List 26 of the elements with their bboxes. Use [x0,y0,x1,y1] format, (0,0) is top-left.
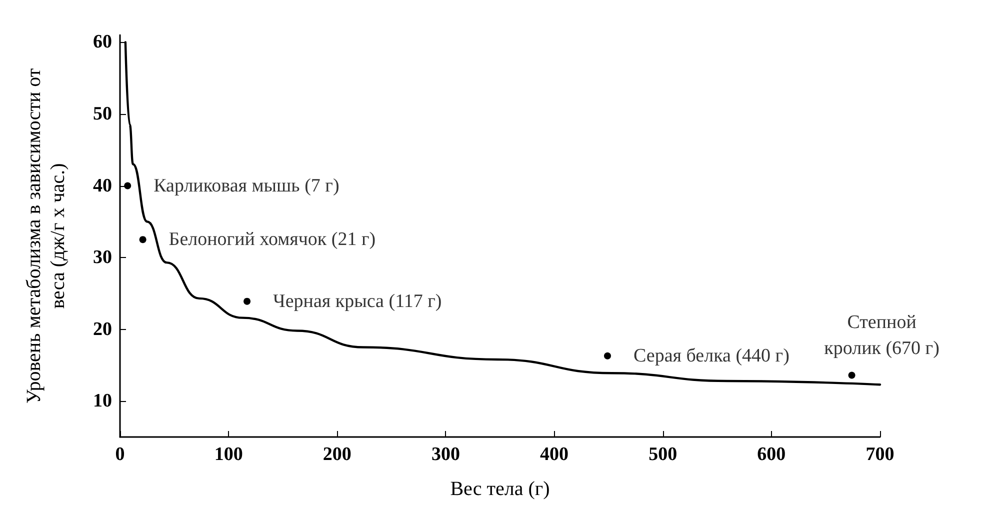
x-axis-title: Вес тела (г) [450,478,550,500]
point [124,182,132,190]
y-tick-label: 60 [93,32,112,53]
point [244,298,251,305]
x-tick-label: 300 [431,444,460,465]
annotation: Черная крыса (117 г) [273,290,442,312]
y-tick-label: 30 [93,247,112,268]
x-tick-label: 700 [866,444,894,465]
annotation: Белоногий хомячок (21 г) [168,229,376,250]
annotation: Серая белка (440 г) [633,345,790,366]
x-tick-label: 0 [115,444,125,465]
y-axis-title: Уровень метаболизма в зависимости от веса (дж/г х час.) [23,68,69,404]
point [848,372,856,379]
y-tick-label: 50 [93,103,112,124]
x-tick-label: 600 [757,444,786,465]
annotation: Степной кролик (670 г) [824,312,940,359]
y-tick-label: 20 [93,318,112,340]
point [604,352,611,360]
x-tick-label: 100 [214,444,243,465]
x-tick-label: 200 [322,444,352,465]
annotation: Карликовая мышь (7 г) [154,175,340,196]
x-tick-label: 400 [540,444,569,465]
x-tick-label: 500 [648,444,678,465]
point [139,236,146,244]
y-tick-label: 10 [93,390,112,412]
y-tick-label: 40 [93,175,112,196]
